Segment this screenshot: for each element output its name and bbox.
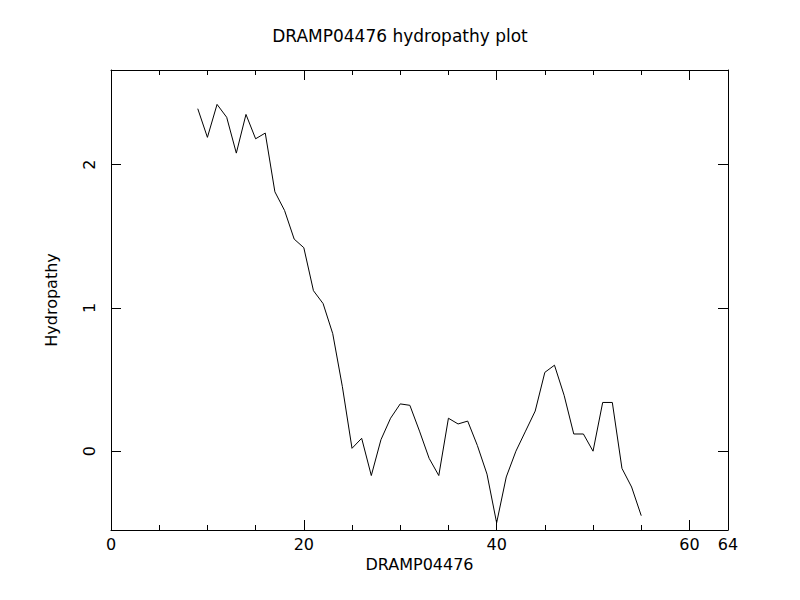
svg-text:0: 0 — [80, 446, 99, 456]
svg-text:60: 60 — [679, 535, 699, 554]
svg-text:0: 0 — [106, 535, 116, 554]
svg-text:DRAMP04476: DRAMP04476 — [365, 555, 473, 574]
svg-text:40: 40 — [486, 535, 506, 554]
svg-text:DRAMP04476 hydropathy plot: DRAMP04476 hydropathy plot — [272, 26, 528, 46]
svg-text:Hydropathy: Hydropathy — [42, 253, 61, 347]
svg-text:2: 2 — [80, 159, 99, 169]
svg-text:64: 64 — [718, 535, 738, 554]
svg-text:1: 1 — [80, 303, 99, 313]
svg-text:20: 20 — [294, 535, 314, 554]
